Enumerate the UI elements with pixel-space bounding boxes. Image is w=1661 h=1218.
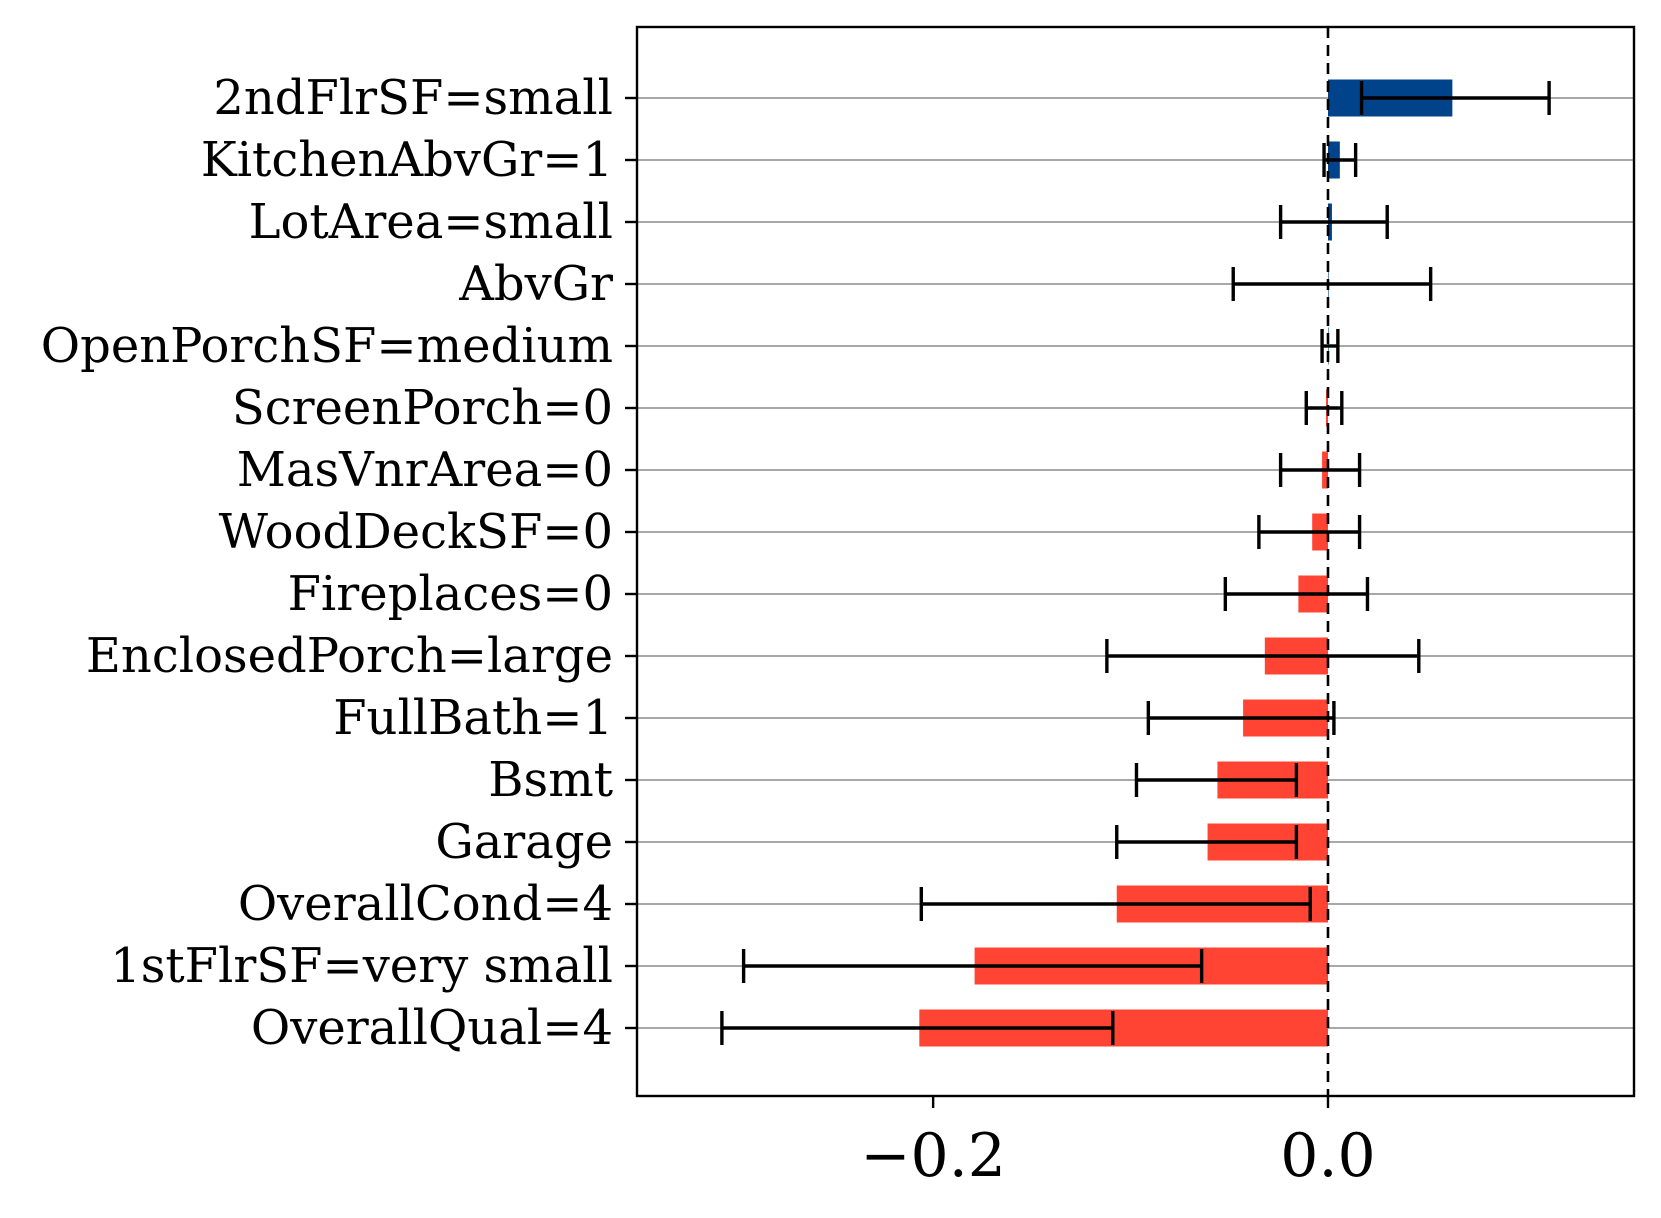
- y-tick-label: AbvGr: [458, 256, 613, 312]
- bars: [919, 79, 1453, 1047]
- y-tick-label: Bsmt: [488, 752, 613, 808]
- y-tick-label: FullBath=1: [333, 690, 613, 746]
- x-axis: −0.2 0.0: [860, 1096, 1376, 1191]
- y-tick-label: WoodDeckSF=0: [219, 504, 613, 560]
- y-tick-label: LotArea=small: [249, 194, 613, 250]
- x-tick-label: 0.0: [1280, 1121, 1375, 1191]
- y-tick-label: KitchenAbvGr=1: [201, 132, 613, 188]
- x-tick-label: −0.2: [860, 1121, 1006, 1191]
- y-tick-label: Fireplaces=0: [288, 566, 613, 622]
- y-tick-label: EnclosedPorch=large: [86, 628, 613, 684]
- y-tick-label: OverallQual=4: [251, 1000, 613, 1056]
- y-tick-label: OverallCond=4: [238, 876, 613, 932]
- y-tick-label: OpenPorchSF=medium: [41, 318, 613, 374]
- y-axis: 2ndFlrSF=small KitchenAbvGr=1 LotArea=smal…: [41, 70, 637, 1056]
- error-bars: [720, 81, 1551, 1045]
- y-tick-label: 1stFlrSF=very small: [110, 938, 613, 994]
- y-tick-label: ScreenPorch=0: [232, 380, 613, 436]
- y-tick-label: MasVnrArea=0: [237, 442, 613, 498]
- plot-frame: [635, 25, 1636, 1098]
- y-tick-label: Garage: [435, 814, 613, 870]
- y-tick-label: 2ndFlrSF=small: [213, 70, 613, 126]
